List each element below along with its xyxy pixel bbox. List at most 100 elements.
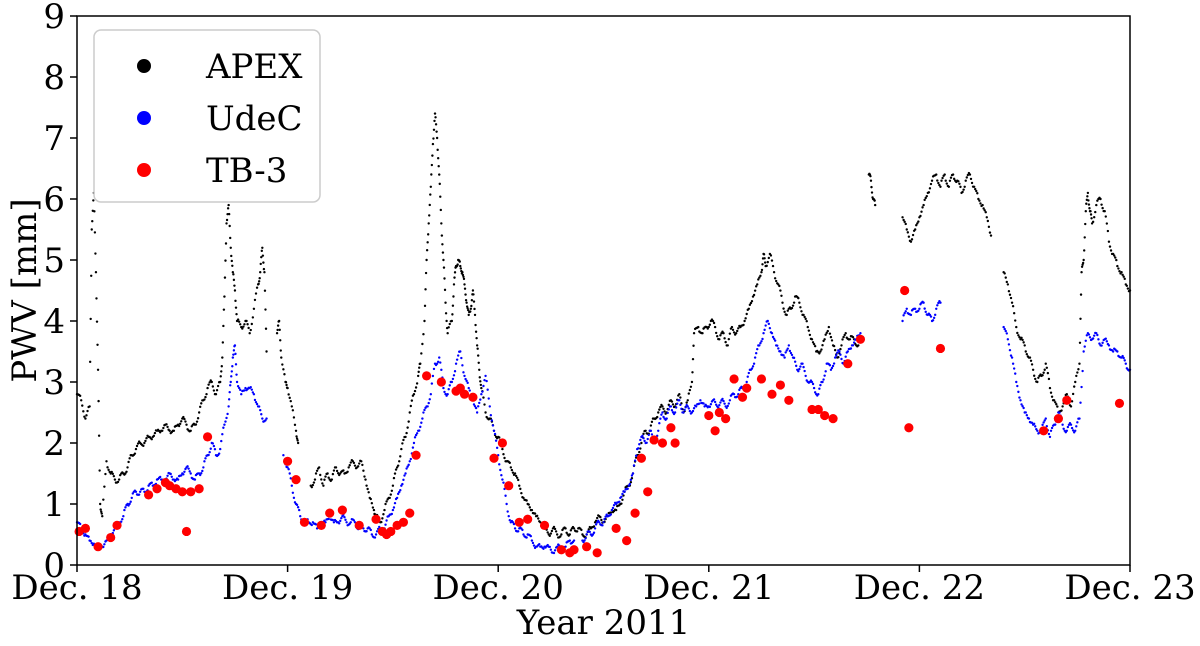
data-point: [701, 332, 704, 335]
data-point: [730, 325, 734, 329]
data-point: [342, 469, 345, 472]
data-point: [647, 433, 650, 437]
data-point: [314, 523, 318, 526]
data-point: [1096, 333, 1099, 337]
data-point: [923, 198, 926, 202]
data-point: [473, 405, 477, 408]
data-point: [459, 389, 470, 399]
data-point: [602, 521, 605, 524]
data-point: [247, 326, 250, 330]
data-point: [800, 310, 803, 313]
data-point: [85, 414, 88, 417]
data-point: [466, 308, 470, 312]
data-point: [726, 404, 729, 408]
data-point: [264, 327, 268, 330]
data-point: [462, 275, 465, 278]
data-point: [360, 460, 363, 463]
data-point: [321, 482, 324, 485]
data-point: [688, 388, 692, 392]
data-point: [410, 399, 414, 402]
data-point: [150, 438, 153, 441]
data-point: [446, 332, 449, 335]
x-tick-label: Dec. 22: [854, 568, 985, 608]
data-point: [236, 318, 240, 321]
data-point: [215, 389, 219, 392]
data-point: [798, 367, 801, 371]
data-point: [251, 316, 255, 319]
data-point: [183, 470, 186, 473]
data-point: [527, 503, 530, 506]
data-point: [760, 271, 763, 274]
data-point: [842, 335, 845, 339]
series-udec: [75, 299, 1132, 555]
data-point: [1039, 426, 1049, 436]
data-point: [698, 402, 701, 405]
data-point: [718, 404, 721, 407]
data-point: [776, 344, 779, 347]
data-point: [395, 466, 399, 469]
data-point: [1027, 417, 1031, 420]
data-point: [825, 331, 828, 335]
data-point: [1076, 421, 1079, 424]
data-point: [169, 472, 172, 476]
data-point: [366, 487, 369, 491]
data-point: [921, 206, 924, 209]
data-point: [285, 383, 288, 387]
data-point: [450, 319, 454, 323]
data-point: [781, 301, 784, 304]
data-point: [1095, 332, 1098, 335]
data-point: [1113, 254, 1116, 257]
data-point: [346, 470, 349, 473]
data-point: [713, 325, 717, 329]
data-point: [279, 339, 282, 342]
data-point: [763, 261, 767, 264]
data-point: [712, 321, 716, 325]
data-point: [444, 301, 447, 304]
data-point: [691, 371, 694, 374]
data-point: [909, 240, 913, 243]
data-point: [224, 242, 228, 245]
data-point: [233, 289, 237, 292]
data-point: [1006, 338, 1010, 341]
data-point: [110, 470, 113, 474]
x-tick-label: Dec. 23: [1064, 568, 1195, 608]
data-point: [330, 478, 334, 481]
data-point: [127, 460, 130, 464]
data-point: [296, 439, 299, 442]
data-point: [805, 320, 808, 323]
data-point: [222, 426, 225, 429]
data-point: [572, 527, 576, 530]
data-point: [514, 517, 524, 527]
data-point: [317, 466, 321, 469]
data-point: [99, 508, 102, 511]
data-point: [673, 411, 677, 414]
data-point: [431, 154, 434, 157]
data-point: [409, 457, 413, 461]
data-point: [987, 225, 991, 229]
data-point: [120, 520, 123, 523]
data-point: [1114, 398, 1125, 408]
data-point: [559, 535, 562, 538]
data-point: [337, 522, 341, 525]
data-point: [952, 177, 956, 181]
data-point: [103, 543, 106, 546]
data-point: [89, 317, 92, 321]
data-point: [580, 528, 583, 532]
data-point: [162, 426, 165, 430]
data-point: [663, 410, 666, 413]
data-point: [904, 222, 907, 226]
data-point: [913, 228, 917, 231]
data-point: [519, 487, 522, 491]
data-point: [414, 386, 418, 389]
data-point: [513, 527, 517, 530]
data-point: [106, 532, 116, 543]
data-point: [505, 502, 508, 506]
data-point: [691, 357, 695, 361]
data-point: [503, 456, 506, 460]
data-point: [295, 437, 299, 440]
data-point: [439, 195, 442, 198]
legend-marker: [137, 111, 151, 125]
data-point: [472, 403, 476, 406]
data-point: [373, 536, 377, 539]
data-point: [1014, 372, 1017, 375]
